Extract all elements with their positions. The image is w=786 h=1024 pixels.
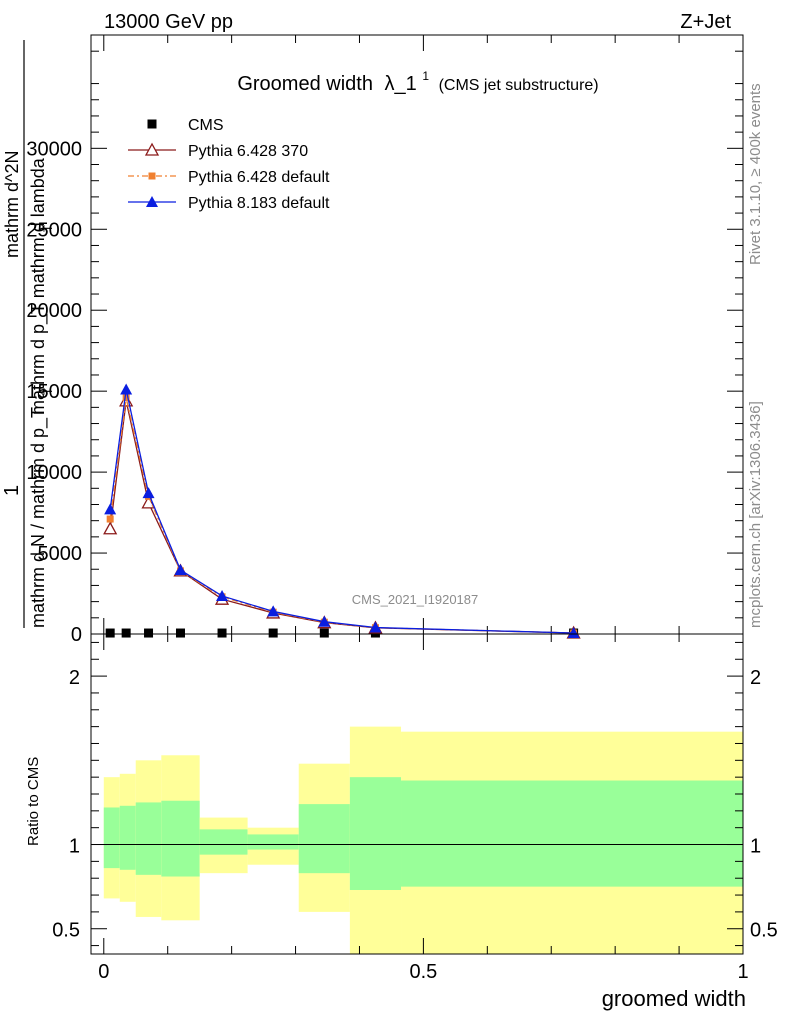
rivet-label: Rivet 3.1.10, ≥ 400k events <box>747 83 764 265</box>
legend-item: Pythia 8.183 default <box>128 195 330 212</box>
main-series <box>103 383 581 639</box>
plot-title: Groomed width λ_1 1 (CMS jet substructur… <box>237 63 598 95</box>
ylabel-numerator-2-sub: T <box>41 224 55 232</box>
data-point <box>121 628 131 638</box>
y-tick-label: 0 <box>71 624 82 646</box>
legend: CMS Pythia 6.428 370 Pythia 6.428 default P… <box>128 117 330 212</box>
series-1 <box>103 393 581 639</box>
ratio-band-inner <box>247 834 299 850</box>
x-tick-label: 0.5 <box>409 961 437 983</box>
data-point <box>144 628 154 638</box>
legend-marker <box>148 172 156 180</box>
title-note: (CMS jet substructure) <box>439 77 599 94</box>
data-point <box>104 503 117 515</box>
data-point <box>142 487 155 499</box>
x-tick-label: 0 <box>98 961 109 983</box>
data-point <box>567 627 580 639</box>
legend-marker <box>147 119 157 129</box>
ratio-band-inner <box>199 829 248 855</box>
ratio-band-inner <box>103 807 120 869</box>
series-3 <box>104 383 580 639</box>
ratio-band-inner <box>298 804 350 874</box>
ratio-band-inner <box>349 777 402 890</box>
ratio-band-inner <box>119 805 136 870</box>
data-point <box>267 605 280 617</box>
data-point <box>175 628 185 638</box>
legend-item: Pythia 6.428 default <box>128 169 330 186</box>
main-axes: 0 5000 10000 15000 20000 25000 30000 <box>26 35 744 646</box>
legend-label: Pythia 8.183 default <box>188 195 330 212</box>
legend-marker <box>146 196 158 207</box>
ylabel-numerator: mathrm d^2N <box>2 151 22 258</box>
data-point <box>318 615 331 627</box>
ylabel-denominator: mathrm d N / mathrm d p_T <box>28 407 49 628</box>
title-superscript: 1 <box>422 69 429 83</box>
y-tick-label: 30000 <box>26 138 82 160</box>
ratio-y-tick-label: 1 <box>69 836 80 858</box>
ratio-y-tick-label-right: 0.5 <box>750 920 778 942</box>
ylabel-denominator-sub: T <box>41 387 55 395</box>
series-2 <box>106 394 578 637</box>
data-point <box>369 621 382 633</box>
data-point <box>106 515 114 523</box>
legend-item: CMS <box>147 117 224 134</box>
mcplots-label: mcplots.cern.ch [arXiv:1306.3436] <box>747 401 764 628</box>
ylabel-numerator-2: mathrm d p_T mathrm d lambda <box>28 157 49 415</box>
y-tick-label: 25000 <box>26 219 82 241</box>
data-point <box>319 628 329 638</box>
title-lambda: λ_1 <box>385 73 417 95</box>
x-tick-label: 1 <box>737 961 748 983</box>
data-point <box>120 383 133 395</box>
data-point <box>268 628 278 638</box>
title-main: Groomed width <box>237 73 373 95</box>
legend-label: Pythia 6.428 default <box>188 169 330 186</box>
xlabel: groomed width <box>602 986 746 1011</box>
series-0 <box>105 628 579 638</box>
data-point <box>174 564 187 576</box>
series-line <box>109 400 574 634</box>
header-right: Z+Jet <box>680 11 731 33</box>
data-point <box>217 628 227 638</box>
series-line <box>109 397 574 634</box>
legend-label: CMS <box>188 117 224 134</box>
ratio-axes: 0.5 0.51 12 20 0.5 1 <box>52 634 778 983</box>
ratio-band-inner <box>401 780 743 887</box>
ratio-y-tick-label-right: 2 <box>750 667 761 689</box>
ratio-band-inner <box>135 802 162 875</box>
ylabel-one: 1 <box>1 485 23 496</box>
ratio-y-tick-label: 2 <box>69 667 80 689</box>
series-line <box>109 389 574 634</box>
y-tick-label: 5000 <box>38 543 83 565</box>
ratio-bands <box>91 726 743 954</box>
y-tick-label: 15000 <box>26 381 82 403</box>
data-point <box>141 495 156 509</box>
ratio-y-tick-label-right: 1 <box>750 836 761 858</box>
data-point <box>122 394 130 402</box>
legend-label: Pythia 6.428 370 <box>188 143 308 160</box>
legend-item: Pythia 6.428 370 <box>128 142 308 160</box>
legend-marker <box>144 142 160 156</box>
main-ylabel: 1 mathrm d N / mathrm d p_T T mathrm d^2… <box>1 40 55 628</box>
ratio-ylabel: Ratio to CMS <box>25 757 42 846</box>
analysis-watermark: CMS_2021_I1920187 <box>352 592 479 607</box>
data-point <box>216 589 229 601</box>
y-tick-label: 10000 <box>26 462 82 484</box>
data-point <box>105 628 115 638</box>
ratio-y-tick-label: 0.5 <box>52 920 80 942</box>
ratio-band-inner <box>161 800 200 877</box>
y-tick-label: 20000 <box>26 300 82 322</box>
data-point <box>103 521 118 535</box>
header-left: 13000 GeV pp <box>104 11 233 33</box>
